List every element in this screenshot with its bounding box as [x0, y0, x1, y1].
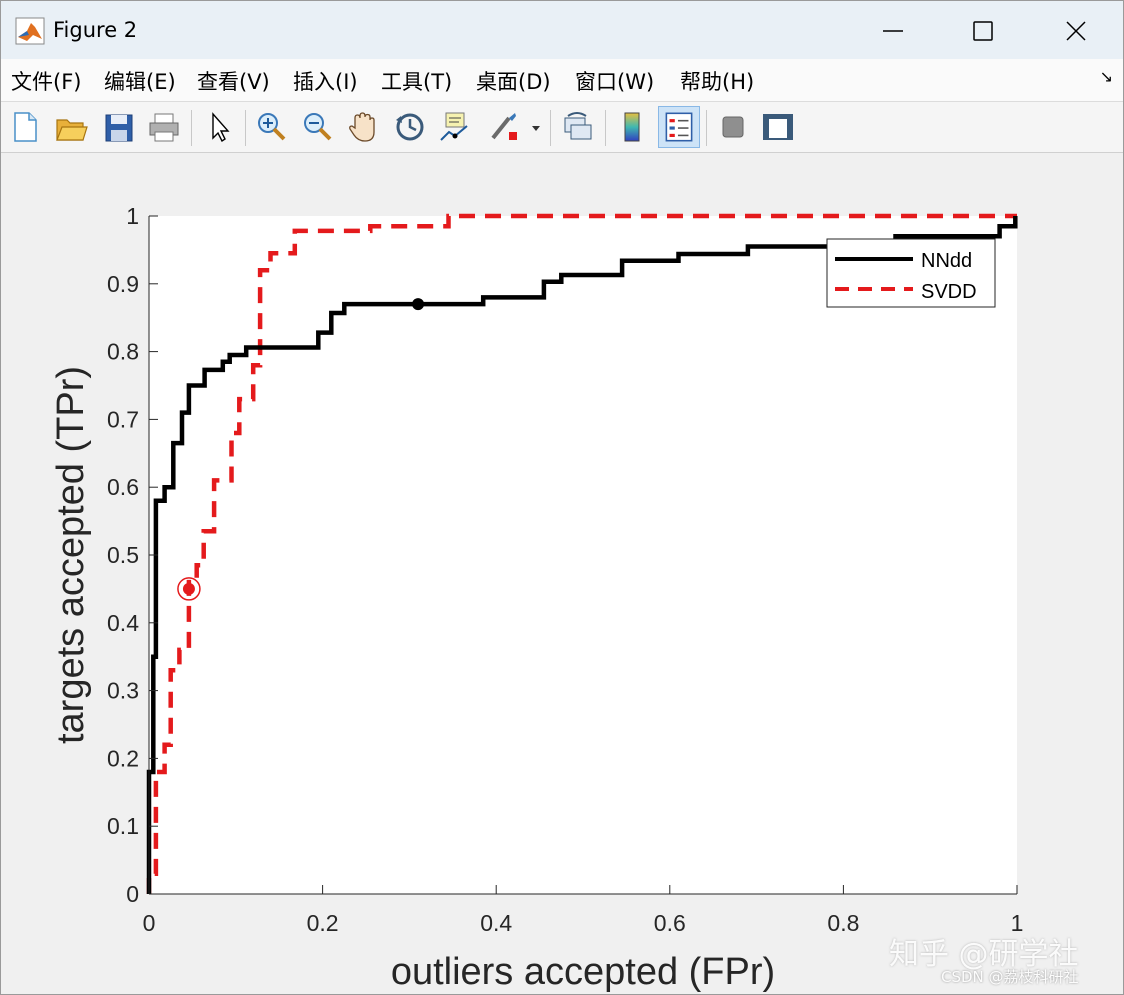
minimize-button[interactable] — [863, 11, 923, 51]
x-tick-label: 0.8 — [827, 910, 859, 936]
figure-toolbar — [1, 102, 1123, 153]
watermark-sub: CSDN @荔枝科研社 — [941, 968, 1079, 986]
new-figure-button[interactable] — [7, 108, 43, 146]
menu-view[interactable]: 查看(V) — [197, 70, 270, 94]
menu-help[interactable]: 帮助(H) — [680, 70, 755, 94]
y-tick-label: 0.3 — [107, 678, 139, 704]
link-plot-icon — [564, 112, 592, 140]
y-tick-label: 1 — [126, 203, 139, 229]
toolbar-separator — [605, 110, 606, 146]
pointer-button[interactable] — [201, 108, 237, 146]
y-tick-label: 0 — [126, 881, 139, 907]
hide-plot-tools-icon — [722, 116, 744, 138]
operating-point-nndd — [412, 298, 425, 311]
new-figure-icon — [14, 112, 37, 142]
y-tick-label: 0.4 — [107, 610, 139, 636]
print-button[interactable] — [146, 108, 182, 146]
y-tick-label: 0.8 — [107, 339, 139, 365]
show-plot-tools-icon — [763, 114, 793, 140]
legend-label-nndd: NNdd — [921, 250, 972, 272]
close-button[interactable] — [1046, 11, 1106, 51]
pointer-icon — [212, 112, 230, 143]
menu-edit[interactable]: 编辑(E) — [104, 70, 176, 94]
window-title: Figure 2 — [53, 18, 138, 42]
y-tick-label: 0.9 — [107, 271, 139, 297]
series-line-nndd — [146, 216, 1018, 894]
legend[interactable]: NNdd SVDD — [826, 238, 996, 308]
axes-background — [149, 216, 1017, 894]
zoom-in-button[interactable] — [253, 108, 289, 146]
maximize-icon — [973, 21, 993, 41]
toolbar-separator — [245, 110, 246, 146]
roc-plot: 0 0.2 0.4 0.6 0.8 1 0 0.1 0.2 0.3 0.4 0.5 0.6 0.7 0.8 0… — [50, 203, 1023, 993]
toolbar-separator — [191, 110, 192, 146]
operating-point-ring-svdd — [177, 577, 201, 601]
maximize-button[interactable] — [953, 11, 1013, 51]
close-icon — [1066, 21, 1086, 41]
save-button[interactable] — [101, 108, 137, 146]
brush-button[interactable] — [485, 108, 521, 146]
x-axis-label: outliers accepted (FPr) — [391, 951, 775, 993]
pan-hand-icon — [349, 112, 375, 142]
x-tick-label: 0.2 — [307, 910, 339, 936]
toolbar-separator — [706, 110, 707, 146]
menu-file[interactable]: 文件(F) — [11, 70, 82, 94]
matlab-logo-icon — [15, 17, 45, 45]
insert-legend-icon — [665, 112, 693, 142]
pan-button[interactable] — [345, 108, 381, 146]
zoom-out-button[interactable] — [299, 108, 335, 146]
series-layer — [146, 213, 1018, 894]
y-tick-label: 0.7 — [107, 406, 139, 432]
data-cursor-button[interactable] — [437, 108, 473, 146]
menu-desktop[interactable]: 桌面(D) — [476, 70, 551, 94]
y-tick-label: 0.5 — [107, 542, 139, 568]
watermark-main: 知乎 @研学社 — [889, 937, 1079, 972]
axis-layer: 0 0.2 0.4 0.6 0.8 1 0 0.1 0.2 0.3 0.4 0.5 0.6 0.7 0.8 0… — [107, 203, 1023, 936]
insert-colorbar-icon — [624, 112, 640, 142]
print-icon — [149, 113, 179, 142]
undock-arrow-icon[interactable]: ↘ — [1099, 67, 1113, 86]
open-file-button[interactable] — [53, 108, 89, 146]
menu-window[interactable]: 窗口(W) — [575, 70, 655, 94]
menu-insert[interactable]: 插入(I) — [293, 70, 358, 94]
x-tick-label: 0.4 — [480, 910, 512, 936]
show-plot-tools-button[interactable] — [760, 108, 796, 146]
y-tick-label: 0.6 — [107, 474, 139, 500]
zoom-out-icon — [304, 113, 332, 141]
hide-plot-tools-button[interactable] — [715, 108, 751, 146]
x-tick-label: 0 — [143, 910, 156, 936]
minimize-icon — [883, 30, 903, 32]
y-axis-label: targets accepted (TPr) — [50, 366, 92, 744]
insert-legend-button[interactable] — [658, 106, 700, 148]
brush-dropdown[interactable] — [527, 108, 545, 146]
figure-canvas: 0 0.2 0.4 0.6 0.8 1 0 0.1 0.2 0.3 0.4 0.5 0.6 0.7 0.8 0… — [1, 153, 1123, 994]
legend-box — [826, 238, 996, 308]
title-bar: Figure 2 — [1, 1, 1123, 59]
open-file-icon — [56, 119, 88, 141]
zoom-in-icon — [258, 113, 286, 141]
x-tick-label: 0.6 — [654, 910, 686, 936]
operating-point-svdd — [182, 582, 195, 595]
menu-tools[interactable]: 工具(T) — [381, 70, 453, 94]
rotate-3d-button[interactable] — [392, 108, 428, 146]
rotate-3d-icon — [396, 113, 424, 141]
chevron-down-icon — [532, 126, 540, 131]
save-icon — [105, 114, 133, 142]
insert-colorbar-button[interactable] — [615, 108, 651, 146]
menu-bar: 文件(F) 编辑(E) 查看(V) 插入(I) 工具(T) 桌面(D) 窗口(W… — [1, 59, 1123, 102]
y-tick-label: 0.2 — [107, 745, 139, 771]
data-cursor-icon — [440, 112, 468, 141]
brush-icon — [491, 113, 517, 140]
x-tick-label: 1 — [1011, 910, 1024, 936]
link-plot-button[interactable] — [560, 108, 596, 146]
y-tick-label: 0.1 — [107, 813, 139, 839]
legend-label-svdd: SVDD — [921, 281, 977, 303]
toolbar-separator — [550, 110, 551, 146]
series-line-svdd — [146, 213, 1017, 894]
